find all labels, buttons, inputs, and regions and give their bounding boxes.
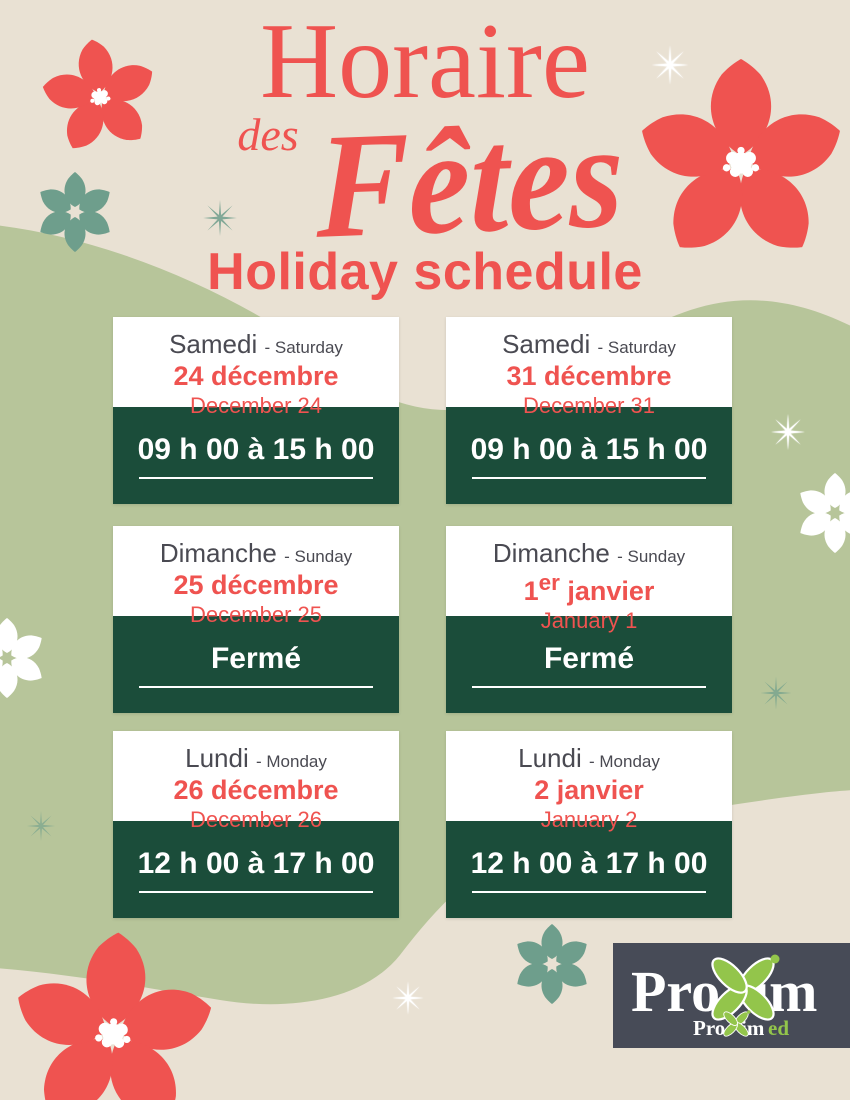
svg-text:ed: ed — [768, 1016, 789, 1040]
svg-text:Pro: Pro — [693, 1016, 725, 1040]
svg-text:Pro: Pro — [631, 959, 720, 1024]
